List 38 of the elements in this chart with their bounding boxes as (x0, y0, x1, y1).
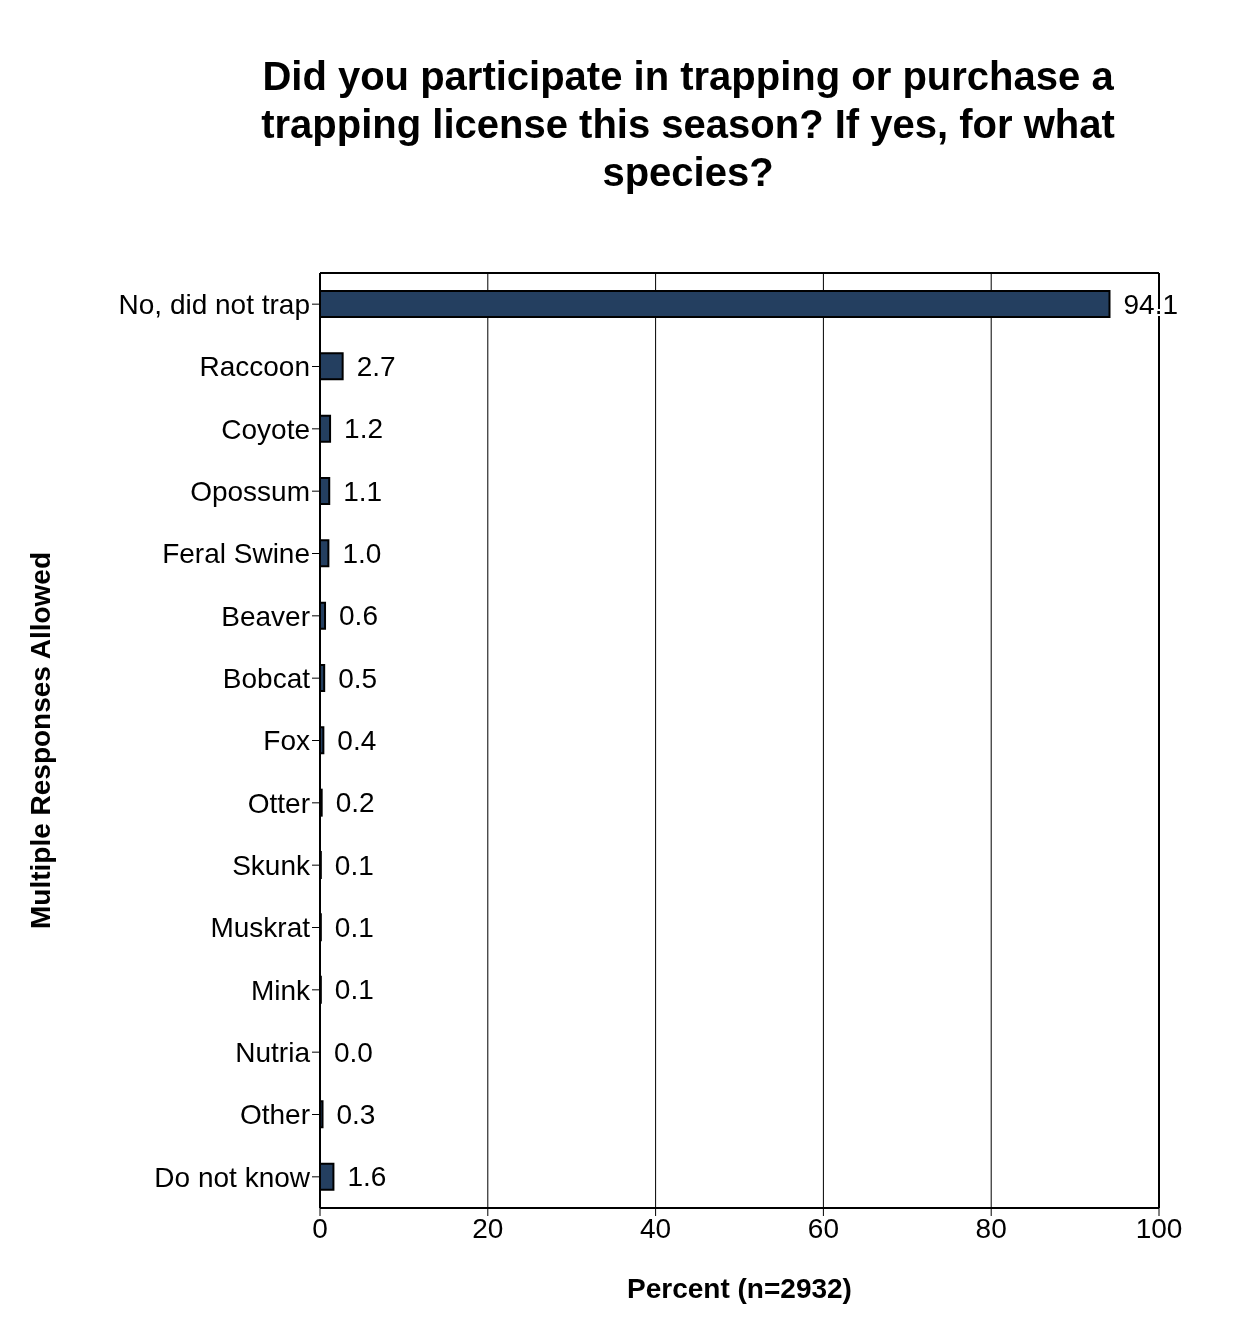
data-label: 0.6 (339, 600, 378, 632)
x-tick-label: 80 (975, 1212, 1007, 1244)
data-label: 1.2 (344, 413, 384, 445)
x-axis-title: Percent (n=2932) (627, 1273, 852, 1304)
y-tick-label: Raccoon (199, 351, 310, 383)
y-tick-label: Skunk (232, 850, 311, 882)
data-label: 0.1 (334, 974, 374, 1006)
data-label: 1.6 (347, 1161, 387, 1193)
y-tick-label: Beaver (221, 600, 310, 632)
y-tick-label: No, did not trap (118, 289, 310, 321)
y-tick-label: Muskrat (210, 912, 311, 944)
data-label: 0.0 (334, 1036, 373, 1068)
y-tick-label: Otter (247, 787, 310, 819)
data-label: 0.1 (334, 912, 374, 943)
data-label: 0.1 (334, 849, 374, 881)
y-tick-label: Do not know (154, 1161, 311, 1193)
chart-title: Did you participate in trapping or purchase a trapping license this season? If yes, for what species? (260, 53, 1116, 196)
x-tick-label: 20 (472, 1212, 504, 1244)
data-label: 0.3 (336, 1099, 376, 1130)
data-label: 2.7 (356, 351, 396, 382)
data-label: 1.1 (343, 475, 383, 507)
y-tick-label: Opossum (190, 476, 310, 508)
y-tick-label: Mink (250, 974, 311, 1006)
y-tick-label: Bobcat (222, 663, 311, 695)
data-label: 0.4 (337, 725, 377, 756)
x-tick-label: 100 (1135, 1212, 1183, 1244)
y-tick-label: Feral Swine (162, 538, 310, 570)
x-tick-label: 60 (807, 1212, 839, 1244)
data-label: 0.5 (338, 662, 378, 694)
y-tick-label: Coyote (221, 413, 310, 445)
data-label: 0.2 (335, 787, 375, 819)
data-label: 1.0 (342, 538, 382, 569)
y-axis-title: Multiple Responses Allowed (24, 551, 56, 930)
x-tick-label: 40 (640, 1212, 672, 1244)
x-tick-label: 0 (312, 1212, 328, 1244)
y-tick-label: Fox (263, 725, 310, 757)
y-tick-label: Nutria (235, 1037, 311, 1069)
y-tick-label: Other (239, 1099, 310, 1131)
